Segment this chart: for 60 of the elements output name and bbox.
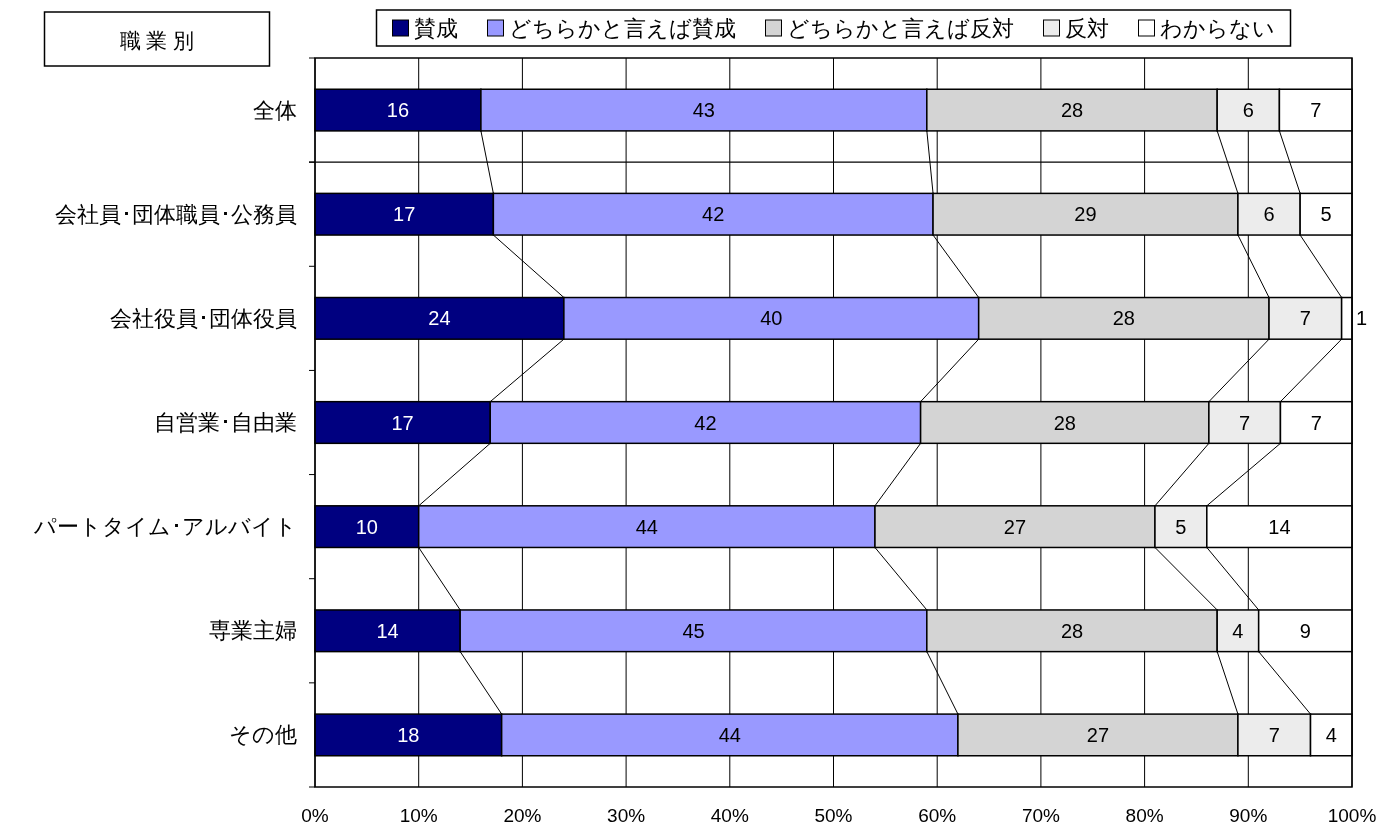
data-label: 17 — [391, 411, 414, 434]
data-label: 27 — [1003, 515, 1027, 538]
y-tick-label: その他 — [229, 722, 297, 748]
data-label: 28 — [1112, 307, 1135, 330]
legend-label: どちらかと言えば反対 — [786, 15, 1014, 41]
data-label: 14 — [1268, 515, 1291, 538]
data-label: 28 — [1053, 411, 1076, 434]
legend-label: 反対 — [1064, 15, 1109, 41]
data-label: 5 — [1320, 203, 1332, 226]
legend-label: どちらかと言えば賛成 — [508, 15, 736, 41]
data-label: 28 — [1060, 619, 1084, 642]
data-label: 1 — [1356, 307, 1368, 330]
data-label: 7 — [1310, 411, 1322, 434]
data-label: 44 — [718, 723, 741, 746]
data-label: 9 — [1299, 619, 1311, 642]
data-label: 28 — [1060, 99, 1084, 122]
y-tick-label: 自営業･自由業 — [154, 410, 297, 435]
data-label: 5 — [1175, 515, 1187, 538]
data-label: 16 — [386, 99, 410, 122]
x-tick-label: 70% — [1021, 805, 1061, 826]
y-tick-label: 会社員･団体職員･公務員 — [55, 201, 297, 227]
y-tick-label: 会社役員･団体役員 — [110, 305, 297, 331]
y-tick-label: 全体 — [253, 97, 297, 123]
axis-title: 職 業 別 — [43, 11, 271, 67]
data-label: 27 — [1086, 723, 1110, 746]
data-label: 42 — [694, 411, 717, 434]
data-label: 44 — [635, 515, 658, 538]
data-label: 7 — [1268, 723, 1280, 746]
x-tick-label: 80% — [1125, 805, 1164, 826]
x-tick-label: 30% — [607, 805, 646, 826]
data-label: 45 — [682, 619, 705, 642]
data-label: 7 — [1310, 99, 1322, 122]
x-tick-label: 100% — [1327, 805, 1377, 826]
data-label: 17 — [393, 203, 416, 226]
data-label: 10 — [355, 515, 378, 538]
x-tick-label: 60% — [918, 805, 957, 826]
x-tick-label: 40% — [710, 805, 749, 826]
legend-label: 賛成 — [413, 15, 458, 41]
data-label: 24 — [428, 307, 451, 330]
data-label: 14 — [376, 619, 399, 642]
data-label: 6 — [1263, 203, 1275, 226]
legend-label: わからない — [1159, 15, 1275, 41]
data-label: 4 — [1232, 619, 1244, 642]
x-tick-label: 90% — [1229, 805, 1268, 826]
x-tick-label: 10% — [399, 805, 438, 826]
y-axis-title: 職 業 別 — [119, 28, 195, 52]
y-tick-label: 専業主婦 — [209, 618, 297, 644]
data-label: 29 — [1074, 203, 1097, 226]
data-label: 7 — [1299, 307, 1311, 330]
y-tick-label: パートタイム･アルバイト — [33, 514, 297, 540]
data-label: 42 — [702, 203, 725, 226]
data-label: 4 — [1325, 723, 1337, 746]
data-label: 18 — [397, 723, 420, 746]
x-tick-label: 0% — [301, 805, 329, 826]
data-label: 6 — [1242, 99, 1254, 122]
data-label: 43 — [692, 99, 715, 122]
data-label: 40 — [760, 307, 783, 330]
data-label: 7 — [1239, 411, 1251, 434]
x-tick-label: 50% — [814, 805, 853, 826]
x-tick-label: 20% — [503, 805, 542, 826]
